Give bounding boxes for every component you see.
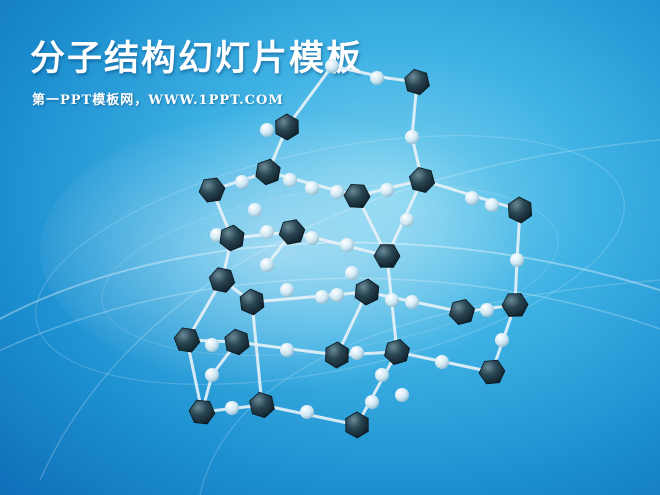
light-atom-29	[495, 333, 509, 347]
light-atom-16	[305, 231, 319, 245]
bond-32	[355, 350, 399, 427]
light-atom-14	[260, 225, 274, 239]
atom-group	[173, 59, 533, 439]
bond-2	[285, 64, 334, 129]
light-atom-11	[248, 203, 262, 217]
dark-atom-17	[325, 341, 349, 369]
dark-atom-21	[249, 391, 275, 419]
light-atom-12	[400, 213, 414, 227]
dark-atom-4	[343, 183, 371, 209]
light-atom-30	[435, 355, 449, 369]
light-atom-31	[375, 368, 389, 382]
light-atom-36	[365, 395, 379, 409]
light-atom-5	[283, 173, 297, 187]
light-atom-27	[280, 343, 294, 357]
light-atom-6	[305, 181, 319, 195]
dark-atom-1	[275, 113, 299, 141]
light-atom-4	[235, 175, 249, 189]
dark-atom-2	[255, 158, 281, 186]
light-atom-28	[350, 346, 364, 360]
light-atom-34	[300, 405, 314, 419]
light-atom-33	[205, 368, 219, 382]
dark-atom-10	[208, 267, 236, 293]
dark-atom-5	[408, 167, 436, 193]
dark-atom-18	[384, 338, 410, 366]
dark-atom-12	[354, 278, 380, 306]
dark-atom-8	[278, 219, 306, 245]
light-atom-26	[205, 338, 219, 352]
light-atom-7	[330, 185, 344, 199]
light-atom-17	[510, 253, 524, 267]
dark-atom-20	[188, 399, 216, 425]
light-atom-9	[465, 191, 479, 205]
light-atom-3	[405, 130, 419, 144]
dark-atom-15	[173, 327, 201, 353]
bond-18	[250, 290, 369, 304]
slide-title: 分子结构幻灯片模板	[30, 39, 364, 79]
slide-subtitle: 第一PPT模板网，WWW.1PPT.COM	[32, 93, 284, 108]
light-atom-2	[260, 123, 274, 137]
bond-33	[250, 300, 264, 407]
light-atom-0	[325, 59, 339, 73]
light-atom-25	[480, 303, 494, 317]
light-atom-24	[405, 295, 419, 309]
light-atom-1	[370, 71, 384, 85]
light-atom-35	[395, 388, 409, 402]
dark-atom-6	[507, 196, 533, 224]
dark-atom-22	[345, 411, 369, 439]
dark-atom-11	[239, 288, 265, 316]
dark-atom-7	[219, 224, 245, 252]
light-atom-22	[330, 288, 344, 302]
light-atom-10	[485, 198, 499, 212]
dark-atom-0	[404, 68, 430, 96]
dark-atom-14	[501, 293, 529, 317]
light-atom-19	[345, 266, 359, 280]
light-atom-18	[260, 258, 274, 272]
dark-atom-3	[198, 177, 226, 203]
light-atom-20	[280, 283, 294, 297]
dark-atom-16	[224, 328, 250, 356]
dark-atom-9	[373, 244, 401, 268]
light-atom-8	[380, 183, 394, 197]
dark-atom-13	[448, 299, 476, 325]
light-atom-32	[225, 401, 239, 415]
dark-atom-19	[478, 359, 506, 385]
light-atom-23	[385, 293, 399, 307]
light-atom-15	[340, 238, 354, 252]
light-atom-21	[315, 290, 329, 304]
